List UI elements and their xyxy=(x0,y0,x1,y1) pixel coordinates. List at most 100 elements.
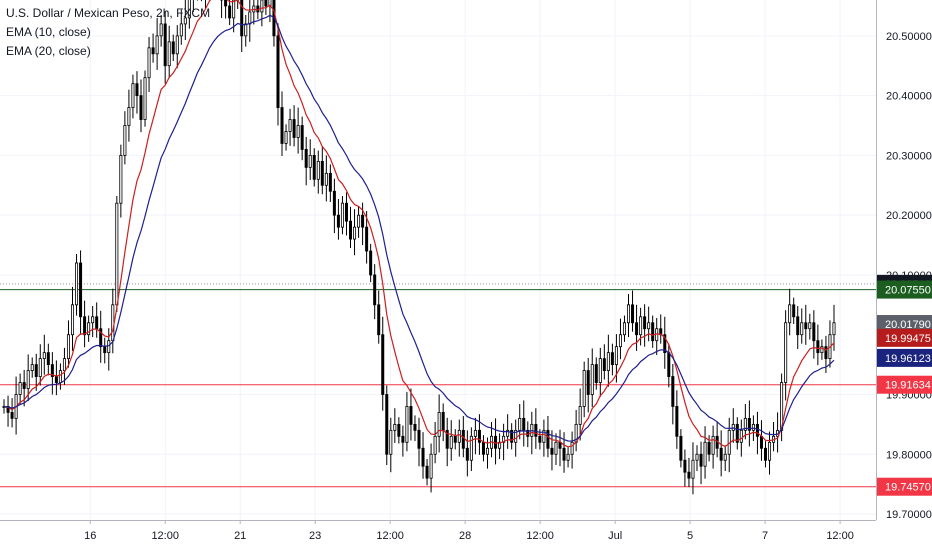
candle-body xyxy=(602,358,606,371)
price-tick-label: 20.50000 xyxy=(886,31,932,43)
candle-body xyxy=(626,304,631,324)
time-tick-label: 7 xyxy=(762,530,768,542)
candle-body xyxy=(554,441,558,455)
candle-body xyxy=(373,274,377,306)
legend-symbol[interactable]: U.S. Dollar / Mexican Peso, 2h, FXCM xyxy=(6,6,211,20)
candle-body xyxy=(804,322,808,330)
candle-body xyxy=(808,322,812,330)
candle-body xyxy=(820,346,824,354)
candle-body xyxy=(643,316,647,330)
candle-body xyxy=(477,429,481,443)
candlestick-series xyxy=(2,0,836,495)
candle-body xyxy=(743,417,747,431)
candle-body xyxy=(260,0,264,13)
candle-body xyxy=(381,334,385,395)
legend-ema10[interactable]: EMA (10, close) xyxy=(6,25,91,39)
candle-body xyxy=(131,83,135,108)
candle-body xyxy=(618,334,622,348)
horizontal-lines[interactable] xyxy=(0,283,876,488)
candle-body xyxy=(155,35,159,55)
legend-ema20[interactable]: EMA (20, close) xyxy=(6,44,91,58)
candle-body xyxy=(280,107,284,144)
candle-body xyxy=(437,412,441,437)
candle-body xyxy=(340,202,344,228)
chart-grid xyxy=(0,0,876,520)
candle-body xyxy=(703,441,707,467)
price-tags: 20.0851020.0755020.0179019.9947519.96123… xyxy=(877,274,932,496)
candle-body xyxy=(123,125,127,156)
candle-body xyxy=(792,304,796,318)
candle-body xyxy=(300,125,304,150)
candle-body xyxy=(824,346,828,360)
candle-body xyxy=(784,322,788,383)
candle-body xyxy=(687,471,691,479)
candle-body xyxy=(348,220,353,240)
candle-body xyxy=(506,429,510,437)
candle-body xyxy=(248,11,252,25)
time-tick-label: 12:00 xyxy=(826,530,854,542)
candle-body xyxy=(683,459,687,473)
ema10-line xyxy=(3,0,835,448)
candle-body xyxy=(179,23,183,37)
price-tick-label: 20.30000 xyxy=(886,150,932,162)
candle-body xyxy=(518,417,522,431)
candle-body xyxy=(614,346,618,365)
price-tick-label: 20.20000 xyxy=(886,210,932,222)
candle-body xyxy=(87,322,91,336)
candle-body xyxy=(171,41,175,55)
candle-body xyxy=(143,77,147,120)
candle-body xyxy=(401,435,405,443)
candle-body xyxy=(763,447,768,461)
candle-body xyxy=(151,47,155,55)
candle-body xyxy=(284,131,288,144)
candle-body xyxy=(747,417,751,431)
candle-body xyxy=(449,435,453,449)
candle-body xyxy=(796,316,800,336)
candle-body xyxy=(622,322,626,336)
price-tag-label: 19.99475 xyxy=(885,333,931,345)
candle-body xyxy=(66,334,70,360)
candle-body xyxy=(54,376,58,383)
candle-body xyxy=(405,406,409,443)
candle-body xyxy=(735,423,739,443)
candle-body xyxy=(292,119,296,138)
candle-body xyxy=(320,160,324,186)
candle-body xyxy=(344,202,348,222)
candle-body xyxy=(332,190,336,216)
candle-body xyxy=(546,429,550,449)
candle-body xyxy=(75,262,79,306)
candle-body xyxy=(316,160,320,180)
price-tag-bg xyxy=(877,477,932,496)
candle-body xyxy=(353,226,357,240)
candle-body xyxy=(264,0,268,7)
candle-body xyxy=(598,358,602,383)
candle-body xyxy=(103,346,107,354)
price-tick-label: 19.70000 xyxy=(886,509,932,521)
candle-body xyxy=(723,453,727,461)
candle-body xyxy=(425,465,429,479)
ema20-line xyxy=(3,14,835,442)
candle-body xyxy=(38,358,42,377)
candle-body xyxy=(18,382,22,395)
candle-body xyxy=(570,441,574,455)
candle-body xyxy=(34,364,38,377)
candle-body xyxy=(361,214,365,228)
candle-body xyxy=(224,0,228,7)
candle-body xyxy=(336,214,340,228)
candle-body xyxy=(397,423,401,437)
candle-body xyxy=(22,382,26,389)
candle-body xyxy=(780,382,784,431)
candle-body xyxy=(534,423,538,437)
candle-body xyxy=(550,447,554,455)
candle-body xyxy=(187,0,191,19)
candle-body xyxy=(308,155,312,168)
candle-body xyxy=(759,435,763,449)
price-tag-bg xyxy=(877,280,932,299)
price-tag-label: 19.96123 xyxy=(885,353,931,365)
candle-body xyxy=(288,119,292,132)
candle-body xyxy=(46,352,50,365)
candle-body xyxy=(139,95,143,120)
candle-body xyxy=(10,412,14,419)
time-axis[interactable]: 16 12:00 21 23 12:00 28 12:00 Jul 5 7 12:00 xyxy=(84,520,854,542)
